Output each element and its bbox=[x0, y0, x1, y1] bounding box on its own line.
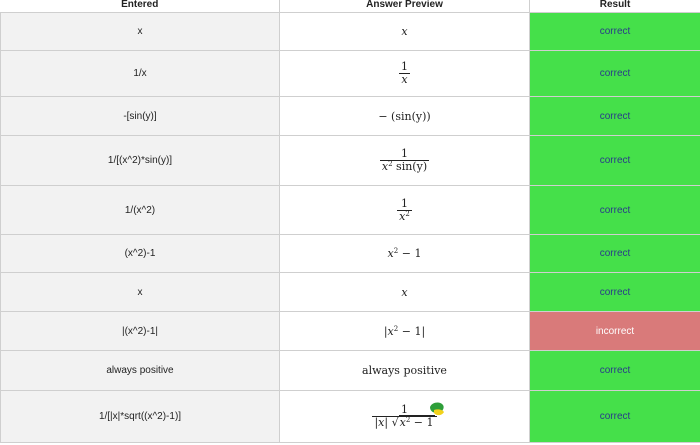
table-row: x x correct bbox=[0, 12, 700, 51]
entered-cell: 1/[(x^2)*sin(y)] bbox=[0, 135, 280, 186]
entered-cell: x bbox=[0, 12, 280, 51]
result-cell-incorrect: incorrect bbox=[529, 311, 700, 351]
result-cell: correct bbox=[529, 390, 700, 443]
table-row: x x correct bbox=[0, 272, 700, 312]
table-row: always positive always positive correct bbox=[0, 350, 700, 391]
entered-cell: -[sin(y)] bbox=[0, 96, 280, 136]
result-cell: correct bbox=[529, 12, 700, 51]
preview-cell: 1 x2 bbox=[279, 185, 530, 235]
header-result: Result bbox=[529, 0, 700, 13]
fraction: 1 x2 sin(y) bbox=[379, 147, 430, 173]
header-answer-preview: Answer Preview bbox=[279, 0, 530, 13]
entered-cell: 1/x bbox=[0, 50, 280, 97]
result-cell: correct bbox=[529, 185, 700, 235]
preview-cell: 1 |x| √x2 − 1 bbox=[279, 390, 530, 443]
result-cell: correct bbox=[529, 135, 700, 186]
table-row: |(x^2)-1| |x2 − 1| incorrect bbox=[0, 311, 700, 351]
preview-cell: x bbox=[279, 272, 530, 312]
fraction: 1 x2 bbox=[397, 196, 412, 223]
entered-cell: always positive bbox=[0, 350, 280, 391]
table-row: (x^2)-1 x2 − 1 correct bbox=[0, 234, 700, 273]
table-row: 1/(x^2) 1 x2 correct bbox=[0, 185, 700, 235]
preview-cell: x bbox=[279, 12, 530, 51]
header-row: Entered Answer Preview Result bbox=[0, 0, 700, 13]
table-row: 1/[(x^2)*sin(y)] 1 x2 sin(y) correct bbox=[0, 135, 700, 186]
result-cell: correct bbox=[529, 50, 700, 97]
header-entered: Entered bbox=[0, 0, 280, 13]
entered-cell: (x^2)-1 bbox=[0, 234, 280, 273]
result-cell: correct bbox=[529, 350, 700, 391]
preview-cell: x2 − 1 bbox=[279, 234, 530, 273]
table-row: -[sin(y)] − (sin(y)) correct bbox=[0, 96, 700, 136]
preview-cell: |x2 − 1| bbox=[279, 311, 530, 351]
entered-cell: |(x^2)-1| bbox=[0, 311, 280, 351]
entered-cell: x bbox=[0, 272, 280, 312]
result-cell: correct bbox=[529, 96, 700, 136]
entered-cell: 1/[|x|*sqrt((x^2)-1)] bbox=[0, 390, 280, 443]
preview-cell: − (sin(y)) bbox=[279, 96, 530, 136]
fraction: 1 |x| √x2 − 1 bbox=[372, 404, 437, 429]
table-row: 1/[|x|*sqrt((x^2)-1)] 1 |x| √x2 − 1 corre… bbox=[0, 390, 700, 443]
cursor-blob-icon bbox=[430, 402, 444, 416]
result-cell: correct bbox=[529, 272, 700, 312]
result-cell: correct bbox=[529, 234, 700, 273]
preview-cell: 1 x2 sin(y) bbox=[279, 135, 530, 186]
preview-cell: always positive bbox=[279, 350, 530, 391]
entered-cell: 1/(x^2) bbox=[0, 185, 280, 235]
